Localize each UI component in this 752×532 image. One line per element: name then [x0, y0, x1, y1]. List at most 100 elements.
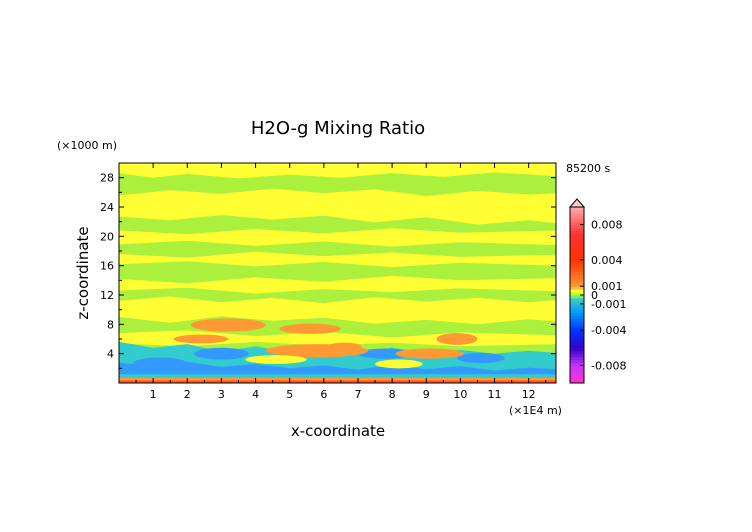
y-tick-label: 12 [100, 289, 114, 302]
x-tick-label: 7 [354, 388, 361, 401]
colorbar-segment [570, 371, 584, 375]
orange-patch-2 [279, 323, 341, 334]
colorbar-segment [570, 347, 584, 352]
colorbar-segment [570, 265, 584, 270]
colorbar-segment [570, 297, 584, 302]
x-tick-label: 5 [286, 388, 293, 401]
yellow-band-lower [119, 296, 556, 325]
colorbar-segment [570, 215, 584, 220]
colorbar-segment [570, 277, 584, 281]
colorbar-segment [570, 274, 584, 278]
colorbar-segment [570, 245, 584, 249]
colorbar-segment [570, 368, 584, 372]
colorbar-segment [570, 289, 584, 293]
y-axis: 4 8 12 16 20 24 28 [100, 172, 556, 369]
colorbar-segment [570, 330, 584, 334]
colorbar-segment [570, 321, 584, 325]
colorbar-segment [570, 374, 584, 378]
colorbar-segment [570, 280, 584, 284]
colorbar-segment [570, 286, 584, 290]
chart-title: H2O-g Mixing Ratio [251, 118, 425, 139]
blue-patch-4 [456, 352, 505, 364]
yellow-patch-near-surface-2 [375, 359, 423, 369]
colorbar-tick-label: 0.004 [591, 254, 623, 267]
x-tick-label: 10 [453, 388, 467, 401]
blue-patch-3 [357, 348, 413, 359]
colorbar-tick-label: 0 [591, 289, 598, 302]
colorbar-segment [570, 300, 584, 305]
colorbar-segment [570, 380, 584, 384]
colorbar-segment [570, 262, 584, 267]
colorbar-segment [570, 341, 584, 346]
colorbar-segment [570, 259, 584, 264]
y-axis-label: z-coordinate [74, 226, 92, 319]
orange-patch-5 [395, 348, 464, 359]
colorbar-segment [570, 227, 584, 231]
colorbar-segment [570, 333, 584, 337]
y-tick-label: 28 [100, 172, 114, 185]
colorbar-segment [570, 353, 584, 358]
colorbar-segment [570, 303, 584, 308]
colorbar-segment [570, 295, 584, 299]
blue-patch-1 [132, 357, 188, 371]
y-tick-label: 24 [100, 201, 114, 214]
colorbar-segment [570, 327, 584, 331]
colorbar-segment [570, 268, 584, 273]
x-tick-label: 8 [389, 388, 396, 401]
colorbar-segment [570, 233, 584, 237]
colorbar-segment [570, 253, 584, 258]
x-tick-label: 3 [218, 388, 225, 401]
colorbar-segment [570, 230, 584, 234]
x-tick-label: 9 [423, 388, 430, 401]
time-label: 85200 s [566, 162, 610, 175]
yellow-band-13 [119, 275, 556, 294]
colorbar-segment [570, 377, 584, 381]
plot-area [119, 163, 556, 383]
orange-patch-6 [436, 333, 478, 345]
yellow-band-top [119, 163, 556, 179]
x-unit-label: (×1E4 m) [509, 404, 562, 417]
x-tick-label: 4 [252, 388, 259, 401]
yellow-band-upper [119, 188, 556, 225]
y-unit-label: (×1000 m) [57, 139, 117, 152]
colorbar-segment [570, 312, 584, 317]
y-tick-label: 4 [107, 348, 114, 361]
yellow-band-mid [119, 228, 556, 247]
colorbar-segment [570, 248, 584, 252]
colorbar-segment [570, 251, 584, 255]
y-tick-label: 16 [100, 260, 114, 273]
colorbar-segment [570, 318, 584, 322]
colorbar-segment [570, 218, 584, 223]
colorbar-segment [570, 356, 584, 361]
colorbar-segment [570, 350, 584, 355]
colorbar-extend-arrow [568, 198, 586, 208]
x-axis-label: x-coordinate [291, 422, 385, 440]
yellow-band-17 [119, 251, 556, 268]
x-tick-label: 11 [488, 388, 502, 401]
x-axis: 1 2 3 4 5 6 7 8 9 10 11 12 [135, 163, 547, 401]
x-tick-label: 6 [320, 388, 327, 401]
y-tick-label: 8 [107, 318, 114, 331]
x-tick-label: 2 [184, 388, 191, 401]
x-tick-label: 1 [150, 388, 157, 401]
orange-patch-1 [190, 318, 266, 332]
colorbar-segment [570, 306, 584, 311]
colorbar-segment [570, 344, 584, 349]
colorbar-tick-label: -0.004 [591, 324, 626, 337]
orange-patch-3 [173, 334, 229, 344]
colorbar-segment [570, 365, 584, 369]
colorbar-segment [570, 209, 584, 214]
surface-layer-red [119, 380, 556, 383]
colorbar-segment [570, 362, 584, 366]
colorbar-segment [570, 339, 584, 343]
colorbar-segment [570, 315, 584, 319]
colorbar-segment [570, 239, 584, 243]
colorbar-segment [570, 207, 584, 211]
colorbar-tick-label: 0.001 [591, 280, 623, 293]
colorbar-segment [570, 212, 584, 217]
colorbar-segment [570, 292, 584, 296]
orange-patch-7 [327, 342, 362, 351]
colorbar-segment [570, 224, 584, 229]
